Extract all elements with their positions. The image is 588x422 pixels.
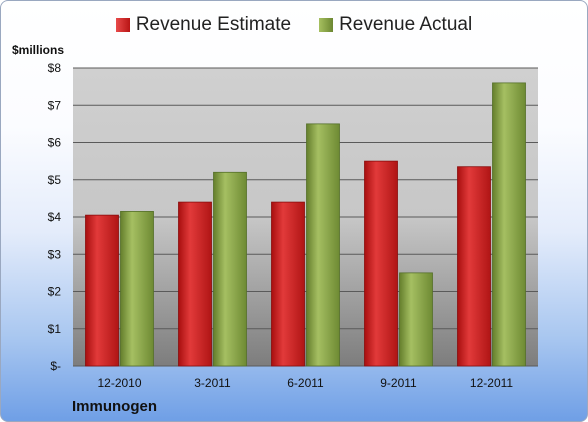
y-tick-label: $1 (48, 322, 62, 336)
y-tick-label: $4 (48, 210, 62, 224)
bar-estimate (457, 166, 491, 367)
legend-label-actual: Revenue Actual (339, 14, 473, 35)
y-tick-labels: $- $1 $2 $3 $4 $5 $6 $7 $8 (48, 61, 62, 373)
y-axis-label: $millions (12, 43, 65, 57)
legend-swatch-actual (319, 18, 334, 32)
y-tick-label: $5 (48, 173, 62, 187)
bar-actual (399, 272, 433, 367)
x-tick-label: 12-2010 (97, 376, 141, 390)
x-tick-label: 6-2011 (287, 376, 324, 390)
y-tick-label: $7 (48, 98, 62, 112)
bar-estimate (85, 214, 119, 367)
bars (85, 82, 526, 367)
x-tick-labels: 12-2010 3-2011 6-2011 9-2011 12-2011 (97, 376, 513, 390)
x-tick-label: 9-2011 (380, 376, 417, 390)
y-tick-label: $3 (48, 247, 62, 261)
x-tick-label: 3-2011 (194, 376, 231, 390)
bar-actual (120, 211, 154, 367)
y-tick-label: $2 (48, 285, 62, 299)
bar-actual (492, 82, 526, 367)
bar-estimate (271, 201, 305, 367)
legend-item-estimate: Revenue Estimate (115, 14, 292, 36)
y-tick-label: $8 (48, 61, 62, 75)
legend-swatch-estimate (115, 18, 130, 32)
y-tick-label: $6 (48, 136, 62, 150)
x-tick-label: 12-2011 (470, 376, 513, 390)
y-tick-label: $- (50, 359, 61, 373)
bar-actual (306, 123, 340, 367)
bar-estimate (178, 201, 212, 367)
bar-estimate (364, 160, 398, 367)
company-name: Immunogen (72, 398, 157, 415)
legend-item-actual: Revenue Actual (319, 14, 472, 36)
bar-actual (213, 171, 247, 367)
legend-label-estimate: Revenue Estimate (135, 14, 292, 35)
legend: Revenue Estimate Revenue Actual (0, 14, 588, 36)
